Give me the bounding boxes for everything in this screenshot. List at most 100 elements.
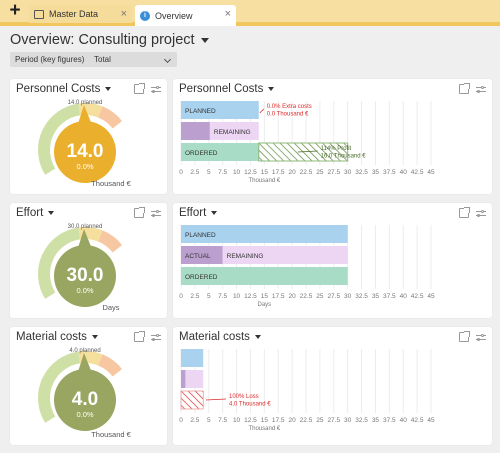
x-tick-label: 22.5 <box>300 293 313 300</box>
x-tick-label: 42.5 <box>411 293 424 300</box>
x-tick-label: 20 <box>288 169 296 176</box>
x-tick-label: 25 <box>316 417 324 424</box>
annotation-text: 0.0% Extra costs <box>267 104 312 110</box>
settings-sliders-icon[interactable] <box>151 332 161 342</box>
chart-title: Material costs <box>179 331 250 343</box>
gauge-band-yellow <box>78 103 103 118</box>
external-link-icon[interactable] <box>459 331 470 342</box>
x-tick-label: 32.5 <box>355 169 368 176</box>
bar-segment-ordered <box>181 143 259 161</box>
add-tab-icon[interactable]: + <box>9 0 21 21</box>
gauge-value-disc <box>54 245 116 307</box>
x-tick-label: 17.5 <box>272 169 285 176</box>
x-tick-label: 22.5 <box>300 417 313 424</box>
x-tick-label: 2.5 <box>190 417 199 424</box>
bar-chart: 0 2.5 5 7.5 10 12.5 15 17.5 20 22.5 25 27.5 30 32.5 35… <box>179 225 435 308</box>
gauge-planned-label: 4.0 planned <box>69 348 100 354</box>
gauge-title-dropdown[interactable]: Material costs <box>16 331 98 343</box>
bar-segment-planned <box>181 101 259 119</box>
settings-sliders-icon[interactable] <box>476 208 486 218</box>
x-tick-label: 27.5 <box>327 293 340 300</box>
card-tools <box>459 207 486 218</box>
period-label: Period (key figures) <box>15 55 85 64</box>
page-title-dropdown[interactable]: Overview: Consulting project <box>10 32 209 48</box>
annotation-text: 100% Loss <box>229 394 259 400</box>
x-tick-label: 30 <box>344 417 352 424</box>
tab-label: Overview <box>155 10 193 21</box>
external-link-icon[interactable] <box>134 331 145 342</box>
external-link-icon[interactable] <box>134 207 145 218</box>
gauge-title: Material costs <box>16 331 87 343</box>
external-link-icon[interactable] <box>134 83 145 94</box>
gauge-card: Effort 30.0 planned 30.0 0.0% Days <box>10 203 167 318</box>
bar-label: PLANNED <box>185 108 216 115</box>
annotation-text: 16.0 Thousand € <box>321 154 367 160</box>
gauge-planned-label: 30.0 planned <box>68 224 103 230</box>
settings-sliders-icon[interactable] <box>151 84 161 94</box>
gauge-title: Effort <box>16 207 44 219</box>
gauge-percent: 0.0% <box>76 286 93 295</box>
close-icon[interactable]: × <box>120 8 127 20</box>
gauge-chart: 30.0 planned 30.00.0% Days <box>38 224 123 312</box>
chevron-down-icon <box>211 211 218 215</box>
bar-segment-remaining <box>222 246 348 264</box>
slider-knob <box>156 85 159 89</box>
x-tick-label: 20 <box>288 417 296 424</box>
x-tick-label: 45 <box>427 417 435 424</box>
chart-title: Effort <box>179 207 207 219</box>
gauge-title-dropdown[interactable]: Effort <box>16 207 55 219</box>
bar-label: ORDERED <box>185 274 218 281</box>
x-tick-label: 27.5 <box>327 417 340 424</box>
settings-sliders-icon[interactable] <box>476 84 486 94</box>
x-tick-label: 45 <box>427 169 435 176</box>
external-link-icon[interactable] <box>459 83 470 94</box>
settings-sliders-icon[interactable] <box>476 332 486 342</box>
slider-knob <box>481 85 484 89</box>
x-tick-label: 5 <box>207 417 211 424</box>
chart-title-dropdown[interactable]: Effort <box>179 207 218 219</box>
x-tick-label: 35 <box>372 169 380 176</box>
bar-chart-card: Effort 0 2.5 5 7.5 10 12.5 15 17.5 20 22.5 25 27.5 30… <box>173 203 492 318</box>
x-tick-label: 0 <box>179 417 183 424</box>
x-tick-label: 37.5 <box>383 417 396 424</box>
chart-title-dropdown[interactable]: Personnel Costs <box>179 83 275 95</box>
gauge-percent: 0.0% <box>76 162 93 171</box>
bar-segment-actual <box>181 370 186 388</box>
chevron-down-icon <box>91 335 98 339</box>
slider-knob <box>481 209 484 213</box>
x-tick-label: 42.5 <box>411 169 424 176</box>
period-value: Total <box>94 55 111 64</box>
gauge-band-yellow <box>78 351 103 366</box>
x-tick-label: 17.5 <box>272 417 285 424</box>
external-link-icon[interactable] <box>459 207 470 218</box>
x-tick-label: 32.5 <box>355 293 368 300</box>
x-tick-label: 30 <box>344 293 352 300</box>
folder-icon <box>34 9 44 19</box>
close-icon[interactable]: × <box>224 8 231 20</box>
x-tick-label: 2.5 <box>190 169 199 176</box>
card-tools <box>459 331 486 342</box>
settings-sliders-icon[interactable] <box>151 208 161 218</box>
gauge-percent: 0.0% <box>76 410 93 419</box>
gauge-band-yellow <box>78 227 103 242</box>
period-select[interactable]: Period (key figures) Total <box>10 52 177 67</box>
gauge-band-orange <box>97 230 123 253</box>
chart-title-dropdown[interactable]: Material costs <box>179 331 261 343</box>
x-tick-label: 42.5 <box>411 417 424 424</box>
bar-chart-card: Material costs 0 2.5 5 7.5 10 12.5 15 17.5 20 22.5… <box>173 327 492 445</box>
bar-segment-loss <box>180 390 204 410</box>
x-tick-label: 12.5 <box>244 293 257 300</box>
bar-chart-card: Personnel Costs 0 2.5 5 7.5 10 12.5 15 17.5 20 22.… <box>173 79 492 194</box>
gauge-chart: 14.0 planned 14.00.0% Thousand € <box>38 100 132 188</box>
bar-segment-remaining <box>209 122 259 140</box>
x-tick-label: 7.5 <box>218 293 227 300</box>
bar-segment-planned <box>181 225 348 243</box>
tab-overview[interactable]: i Overview × <box>135 5 236 26</box>
gauge-title-dropdown[interactable]: Personnel Costs <box>16 83 112 95</box>
tab-master-data[interactable]: Master Data × <box>29 5 132 23</box>
gauge-unit: Thousand € <box>91 430 131 439</box>
gauge-title: Personnel Costs <box>16 83 101 95</box>
annotation-arrow <box>297 150 318 153</box>
x-tick-label: 10 <box>233 293 241 300</box>
annotation-text: 0.0 Thousand € <box>267 112 309 118</box>
